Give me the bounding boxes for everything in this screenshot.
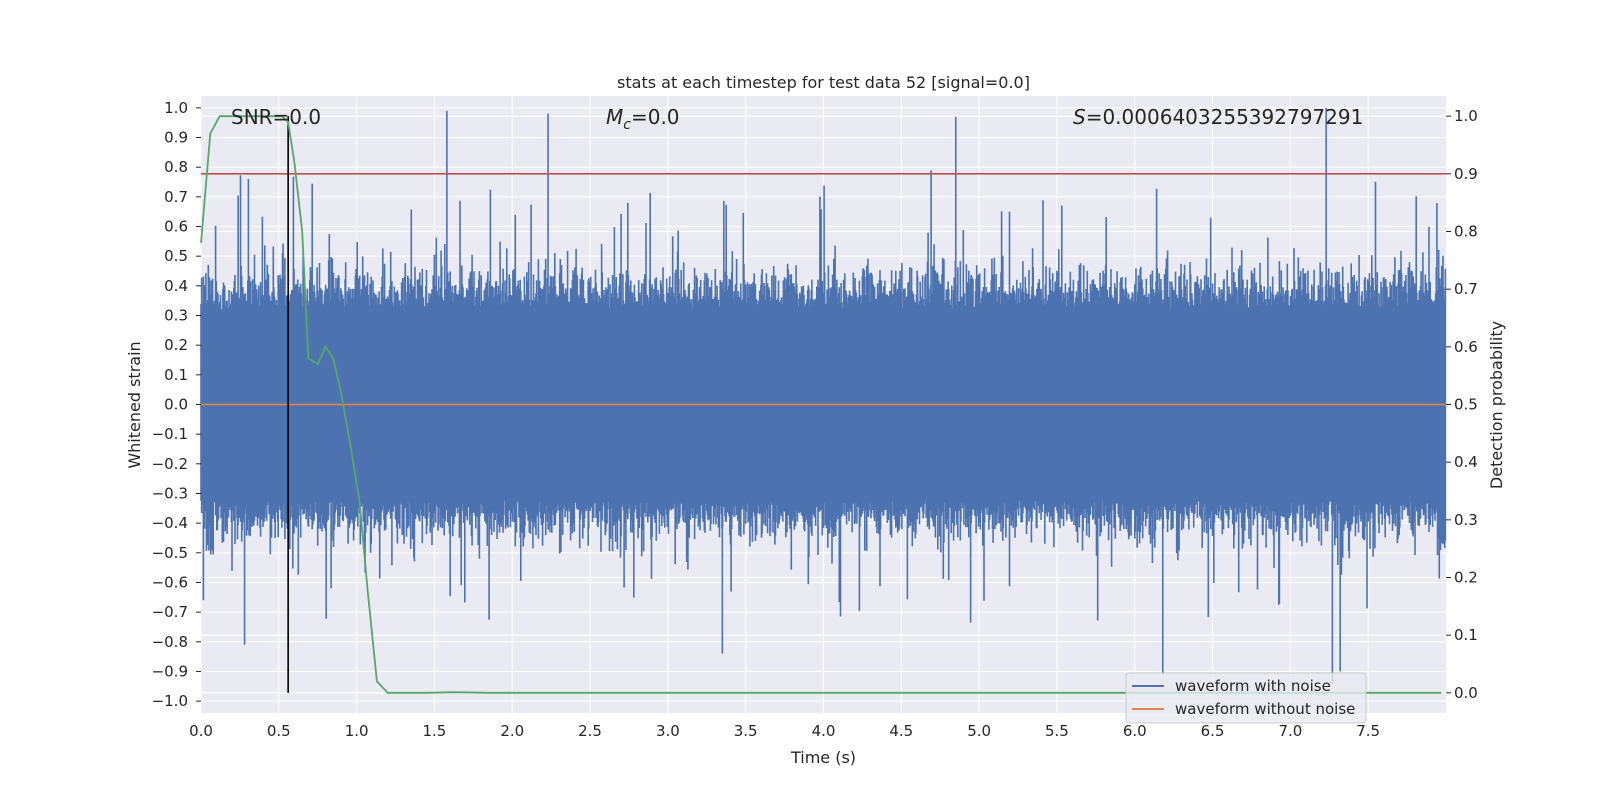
legend: waveform with noise waveform without noi…	[1125, 672, 1367, 724]
y-tick-label: 0.5	[164, 247, 188, 265]
y-right-tick-label: 0.5	[1454, 396, 1478, 414]
x-tick-label: 1.0	[345, 722, 369, 740]
y-tick-label: −0.6	[152, 573, 188, 591]
y-right-tick-label: 0.1	[1454, 626, 1478, 644]
y-tick-label: −0.2	[152, 455, 188, 473]
chart-title: stats at each timestep for test data 52 …	[617, 73, 1030, 92]
noise-waveform-series	[200, 107, 1447, 684]
score-annotation: S=0.0006403255392797291	[1073, 105, 1363, 129]
y-tick-label: 1.0	[164, 99, 188, 117]
y-tick-label: −0.4	[152, 514, 188, 532]
detection-probability-line	[200, 115, 1442, 694]
y-tick-label: 0.8	[164, 158, 188, 176]
y-right-tick-label: 0.4	[1454, 453, 1478, 471]
y-tick-label: −0.5	[152, 544, 188, 562]
x-tick-label: 6.0	[1123, 722, 1147, 740]
y-tick-label: −0.7	[152, 603, 188, 621]
legend-label-noise: waveform with noise	[1175, 677, 1331, 695]
x-tick-label: 4.0	[812, 722, 836, 740]
y-tick-label: −0.1	[152, 425, 188, 443]
x-tick-label: 1.5	[423, 722, 447, 740]
x-tick-label: 7.5	[1356, 722, 1380, 740]
legend-label-clean: waveform without noise	[1175, 700, 1355, 718]
y-right-tick-label: 0.8	[1454, 223, 1478, 241]
y-tick-label: 0.1	[164, 366, 188, 384]
y-right-tick-label: 0.0	[1454, 684, 1478, 702]
x-tick-label: 3.5	[734, 722, 758, 740]
y-tick-label: 0.6	[164, 218, 188, 236]
x-tick-label: 4.5	[889, 722, 913, 740]
x-tick-label: 3.0	[656, 722, 680, 740]
y-tick-label: 0.0	[164, 396, 188, 414]
x-tick-label: 2.5	[578, 722, 602, 740]
x-tick-label: 7.0	[1278, 722, 1302, 740]
y-tick-label: −0.8	[152, 633, 188, 651]
y-right-tick-label: 0.9	[1454, 165, 1478, 183]
y-tick-label: 0.3	[164, 307, 188, 325]
y-tick-label: 0.7	[164, 188, 188, 206]
y-tick-label: 0.2	[164, 336, 188, 354]
x-tick-label: 2.0	[500, 722, 524, 740]
chirp-mass-annotation: Mc=0.0	[606, 105, 680, 133]
y-tick-label: −1.0	[152, 692, 188, 710]
y-tick-label: 0.9	[164, 129, 188, 147]
y-axis-label: Whitened strain	[125, 341, 144, 468]
y-right-tick-label: 0.3	[1454, 511, 1478, 529]
ticks: 0.0 0.5 1.0 1.5 2.0 2.5 3.0 3.5 4.0 4.5 5.0 5.5 6.0 6…	[152, 99, 1478, 740]
y-right-tick-label: 0.2	[1454, 568, 1478, 586]
y-tick-label: −0.3	[152, 484, 188, 502]
y-axis-right-label: Detection probability	[1487, 321, 1506, 489]
x-axis-label: Time (s)	[790, 748, 856, 767]
x-tick-label: 5.5	[1045, 722, 1069, 740]
y-right-tick-label: 0.6	[1454, 338, 1478, 356]
y-right-tick-label: 0.7	[1454, 280, 1478, 298]
legend-box	[1125, 672, 1367, 724]
x-tick-label: 0.5	[267, 722, 291, 740]
noise-waveform-core	[201, 339, 1446, 458]
x-tick-label: 5.0	[967, 722, 991, 740]
snr-annotation: SNR=0.0	[231, 105, 321, 129]
y-tick-label: −0.9	[152, 662, 188, 680]
y-right-tick-label: 1.0	[1454, 107, 1478, 125]
overlay-series	[200, 115, 1446, 694]
y-tick-label: 0.4	[164, 277, 188, 295]
x-tick-label: 6.5	[1201, 722, 1225, 740]
x-tick-label: 0.0	[189, 722, 213, 740]
